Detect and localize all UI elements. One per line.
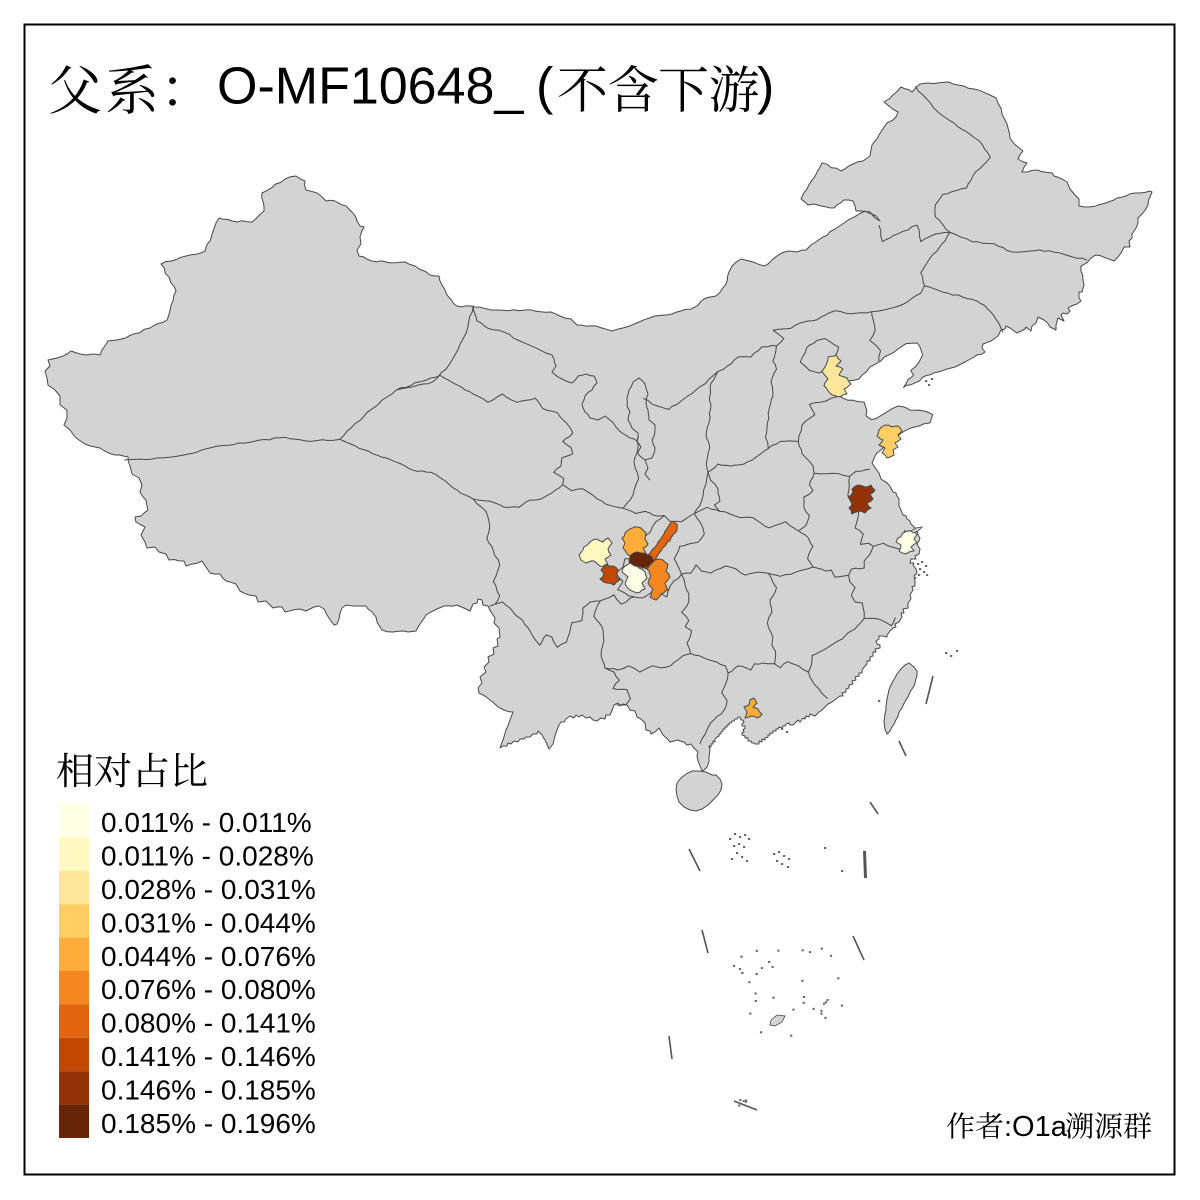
svg-text:O-MF10648_: O-MF10648_ (217, 58, 524, 116)
svg-text:0.146% - 0.185%: 0.146% - 0.185% (101, 1074, 316, 1105)
svg-text:0.185% - 0.196%: 0.185% - 0.196% (101, 1108, 316, 1139)
svg-text:0.044% - 0.076%: 0.044% - 0.076% (101, 941, 316, 972)
svg-text:0.011% - 0.011%: 0.011% - 0.011% (101, 807, 312, 838)
svg-text:(: ( (536, 58, 554, 116)
svg-text:0.141% - 0.146%: 0.141% - 0.146% (101, 1041, 316, 1072)
svg-text:0.080% - 0.141%: 0.080% - 0.141% (101, 1008, 316, 1039)
svg-text:0.031% - 0.044%: 0.031% - 0.044% (101, 907, 316, 938)
svg-text:0.011% - 0.028%: 0.011% - 0.028% (101, 841, 314, 872)
svg-text::O1a: :O1a (1004, 1111, 1068, 1143)
svg-text:0.076% - 0.080%: 0.076% - 0.080% (101, 974, 316, 1005)
svg-text:0.028% - 0.031%: 0.028% - 0.031% (101, 874, 316, 905)
svg-text:): ) (757, 58, 774, 116)
